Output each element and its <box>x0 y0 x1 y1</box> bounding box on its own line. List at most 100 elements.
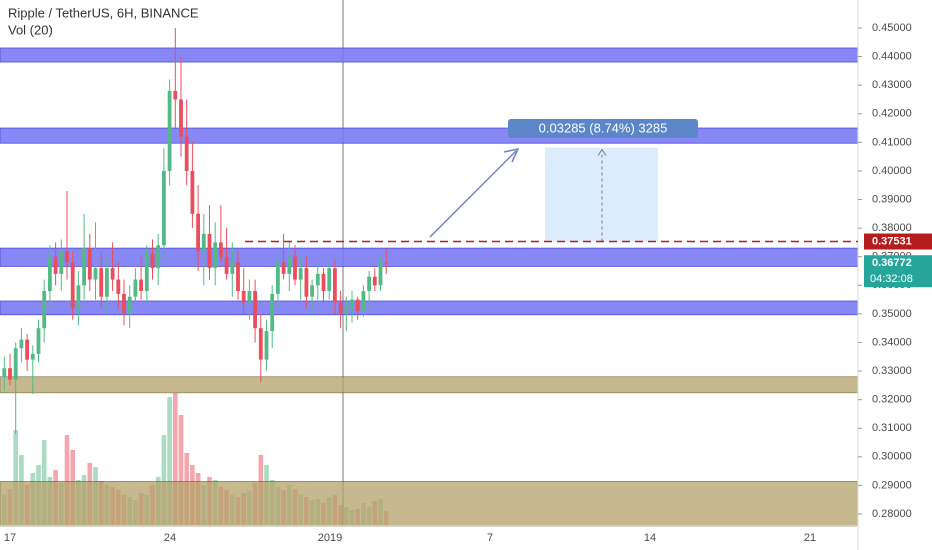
candle-body <box>264 331 269 360</box>
y-tick-label: 0.33000 <box>872 365 912 377</box>
candle-body <box>105 268 109 297</box>
price-tag <box>864 233 932 250</box>
x-tick-label: 2019 <box>318 532 342 544</box>
candle-body <box>190 170 195 214</box>
candle-body <box>70 262 75 309</box>
candle-body <box>247 291 252 303</box>
volume-bar <box>13 430 18 525</box>
price-tag-label: 0.37531 <box>872 235 912 247</box>
candle-body <box>287 256 292 274</box>
candle-body <box>241 291 246 303</box>
y-tick-label: 0.43000 <box>872 79 912 91</box>
volume-bar <box>161 435 167 525</box>
zone <box>0 47 859 63</box>
candle-body <box>276 262 280 294</box>
y-tick-label: 0.42000 <box>872 108 912 120</box>
candle-body <box>59 250 64 274</box>
zone <box>0 376 859 394</box>
candle-body <box>42 291 47 329</box>
candle-body <box>207 233 212 269</box>
candle-body <box>150 253 155 269</box>
candle-body <box>281 262 286 274</box>
candle-body <box>253 291 257 329</box>
candle-body <box>162 170 166 246</box>
y-tick-label: 0.38000 <box>872 222 912 234</box>
zone <box>0 247 859 267</box>
last-price-tag <box>864 255 932 288</box>
candle-body <box>110 268 115 280</box>
volume-bar <box>167 397 172 525</box>
y-tick-label: 0.34000 <box>872 336 912 348</box>
volume-bar <box>178 415 184 525</box>
candle-body <box>355 299 360 312</box>
candle-body <box>293 256 297 280</box>
candle-body <box>179 99 183 137</box>
candle-body <box>384 262 389 264</box>
candle-body <box>82 248 86 286</box>
candle-body <box>184 136 189 171</box>
x-tick-label: 21 <box>804 532 816 544</box>
x-tick-label: 14 <box>644 532 656 544</box>
y-tick-label: 0.41000 <box>872 136 912 148</box>
y-tick-label: 0.30000 <box>872 451 912 463</box>
candle-body <box>321 273 326 292</box>
candle-body <box>48 256 52 292</box>
arrow-head <box>503 147 520 163</box>
candle-body <box>298 268 303 280</box>
x-tick-label: 17 <box>4 532 16 544</box>
candle-body <box>19 339 24 349</box>
candle-body <box>8 368 12 380</box>
candle-body <box>76 285 81 309</box>
candle-body <box>372 276 377 286</box>
candle-body <box>116 279 121 294</box>
candle-body <box>93 268 98 280</box>
arrow <box>429 150 517 238</box>
measure-label: 0.03285 (8.74%) 3285 <box>539 120 668 135</box>
volume-bar <box>64 435 70 525</box>
volume-label: Vol (20) <box>8 22 53 37</box>
candle-body <box>196 213 200 251</box>
x-tick-label: 24 <box>164 532 176 544</box>
candle-body <box>139 279 143 292</box>
y-tick-label: 0.39000 <box>872 193 912 205</box>
y-tick-label: 0.45000 <box>872 22 912 34</box>
candle-body <box>315 273 320 286</box>
candle-body <box>367 276 371 292</box>
candle-body <box>65 250 69 263</box>
candle-body <box>219 242 223 257</box>
volume-bar <box>173 393 178 525</box>
candle-body <box>344 308 349 314</box>
candle-body <box>304 268 309 297</box>
candle-body <box>327 268 332 292</box>
x-tick-label: 7 <box>487 532 493 544</box>
candle-body <box>230 262 235 274</box>
candle-body <box>201 233 206 251</box>
candle-body <box>350 299 354 309</box>
candle-body <box>236 262 240 292</box>
candle-body <box>87 248 92 280</box>
y-tick-label: 0.35000 <box>872 308 912 320</box>
y-tick-label: 0.31000 <box>872 422 912 434</box>
candle-body <box>310 285 314 297</box>
candle-body <box>224 256 229 274</box>
measure-arrow-head <box>597 148 607 156</box>
candle-body <box>25 339 29 360</box>
y-tick-label: 0.44000 <box>872 50 912 62</box>
candle-body <box>258 328 263 360</box>
candle-body <box>2 368 7 377</box>
candle-body <box>53 256 58 274</box>
y-tick-label: 0.29000 <box>872 479 912 491</box>
candle-body <box>213 242 218 269</box>
candle-body <box>333 268 337 303</box>
zone <box>0 127 859 144</box>
chart-title: Ripple / TetherUS, 6H, BINANCE <box>8 5 199 20</box>
layers: 0.03285 (8.74%) 3285 <box>0 28 859 527</box>
last-price-label: 0.36772 <box>872 257 912 269</box>
candle-body <box>338 302 343 314</box>
y-tick-label: 0.32000 <box>872 394 912 406</box>
candle-body <box>361 291 366 312</box>
candle-body <box>30 353 35 360</box>
candle-body <box>13 348 18 380</box>
